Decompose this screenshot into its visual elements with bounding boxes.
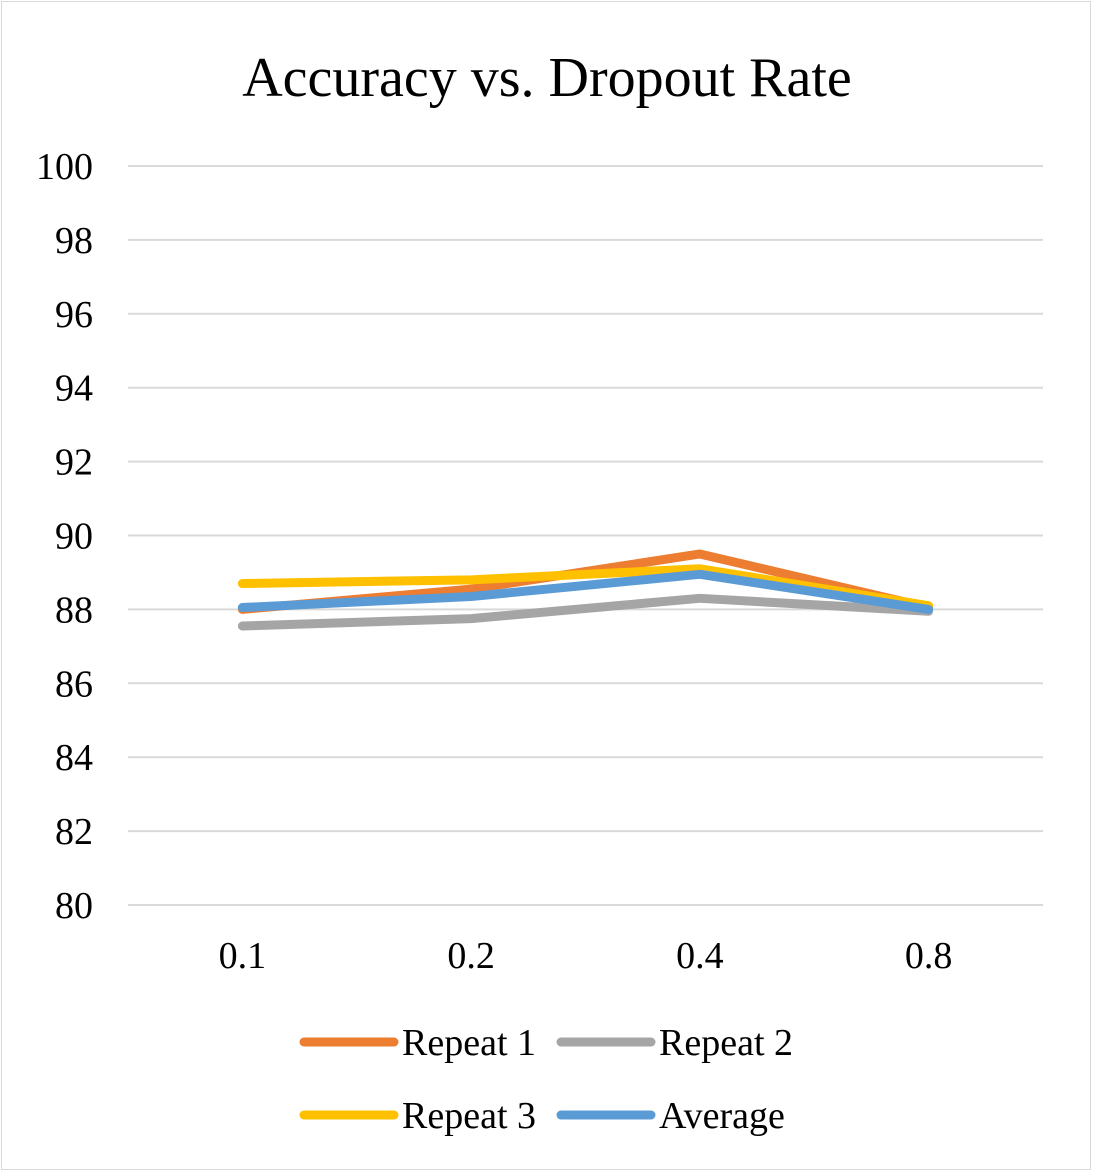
x-tick-label: 0.2 [447, 935, 495, 977]
series-lines [237, 549, 934, 631]
series-line [237, 569, 934, 614]
gridlines [128, 165, 1043, 906]
legend: Repeat 1 Repeat 2 Repeat 3 Average [299, 1022, 793, 1137]
x-tick-label: 0.1 [219, 935, 267, 977]
y-tick-label: 84 [55, 737, 93, 779]
y-tick-label: 80 [55, 885, 93, 927]
legend-label: Repeat 2 [659, 1022, 793, 1064]
chart-title: Accuracy vs. Dropout Rate [242, 47, 852, 109]
legend-item: Repeat 1 [299, 1022, 536, 1064]
y-tick-label: 82 [55, 811, 93, 853]
y-axis-ticks: 80 82 84 86 88 90 92 94 96 98 100 [36, 146, 93, 927]
y-tick-label: 92 [55, 442, 93, 484]
y-tick-label: 90 [55, 516, 93, 558]
y-tick-label: 98 [55, 220, 93, 262]
y-tick-label: 86 [55, 663, 93, 705]
legend-label: Repeat 1 [402, 1022, 536, 1064]
legend-item: Repeat 2 [556, 1022, 793, 1064]
y-tick-label: 94 [55, 368, 93, 410]
y-tick-label: 88 [55, 589, 93, 631]
y-tick-label: 100 [36, 146, 93, 188]
legend-label: Repeat 3 [402, 1095, 536, 1137]
legend-item: Repeat 3 [299, 1095, 536, 1137]
x-tick-label: 0.4 [676, 935, 724, 977]
x-tick-label: 0.8 [905, 935, 953, 977]
series-line [237, 593, 934, 631]
legend-item: Average [556, 1095, 785, 1137]
y-tick-label: 96 [55, 294, 93, 336]
x-axis-ticks: 0.1 0.2 0.4 0.8 [219, 935, 953, 977]
series-line [237, 564, 934, 611]
legend-label: Average [659, 1095, 785, 1137]
